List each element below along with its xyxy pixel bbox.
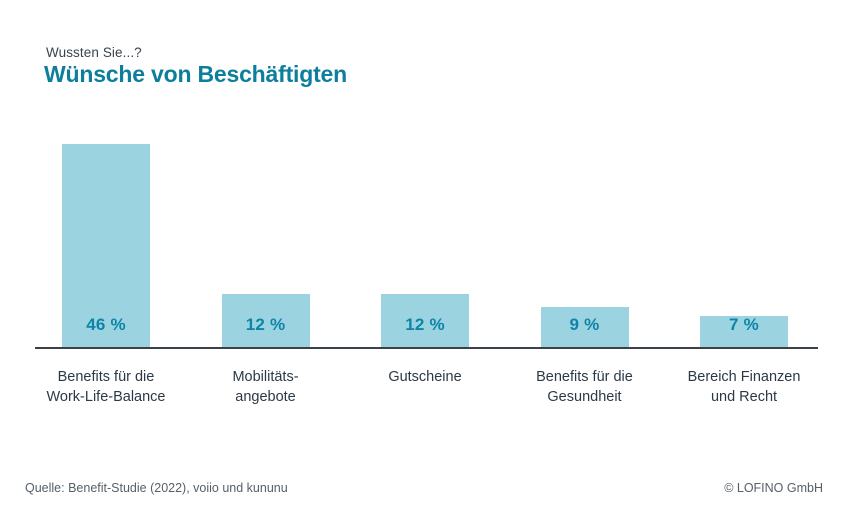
category-label: Gutscheine [335,368,515,388]
category-label-line: Benefits für die [57,369,155,385]
category-label-line: Bereich Finanzen [687,369,801,385]
category-label-line: angebote [235,388,296,405]
chart-title: Wünsche von Beschäftigten [44,61,347,87]
bar-value-label: 7 % [729,315,759,334]
bar [540,307,629,347]
source-note: Quelle: Benefit-Studie (2022), voiio und… [25,481,288,495]
category-label: Benefits für die Gesundheit [495,368,675,407]
bar [700,316,788,347]
category-label-line: Gutscheine [388,369,462,385]
bar-value-label: 9 % [569,315,600,334]
category-label-line: und Recht [710,388,778,405]
category-label-line: Work-Life-Balance [46,388,166,405]
category-label: Benefits für die Work-Life-Balance [16,368,196,407]
category-label-line: Benefits für die [536,369,633,385]
category-label: Mobilitäts-angebote [176,368,356,407]
bar-value-label: 12 % [245,315,286,334]
bar-value-label: 46 % [86,315,126,334]
bar [62,144,150,347]
bar [381,294,469,347]
copyright-note: © LOFINO GmbH [724,481,823,495]
bar [221,294,310,347]
bar-value-label: 12 % [405,315,445,334]
category-label: Bereich Finanzen und Recht [654,368,834,407]
category-label-line: Gesundheit [547,388,622,405]
chart-kicker: Wussten Sie...? [46,45,142,60]
x-axis-line [35,347,818,349]
category-label-line: Mobilitäts- [232,369,299,385]
